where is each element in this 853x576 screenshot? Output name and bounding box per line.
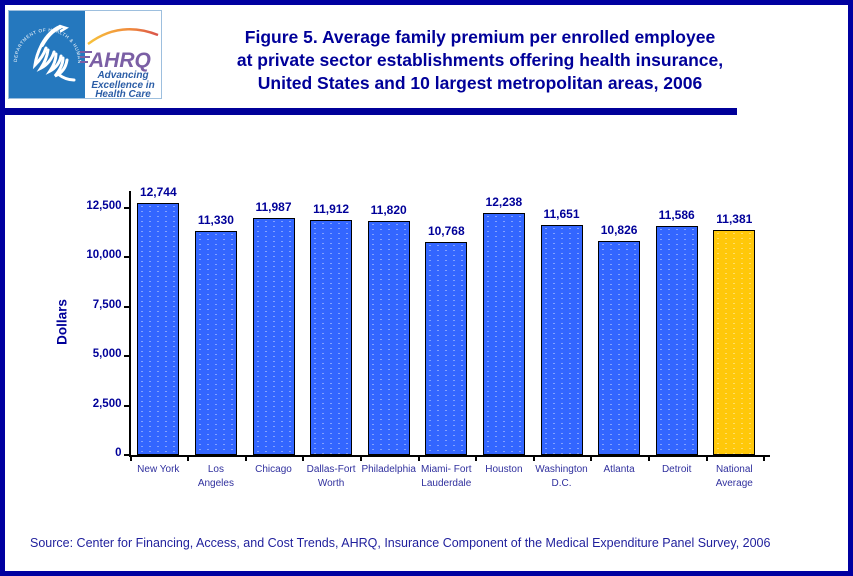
y-axis-tick-label: 0: [115, 447, 122, 459]
y-axis-tick-label: 2,500: [92, 397, 122, 410]
x-axis-tick: [475, 455, 478, 461]
x-axis-tick: [187, 455, 190, 461]
ahrq-acronym-text: AHRQ: [88, 49, 151, 72]
bar: [713, 230, 756, 455]
category-label: National Average: [701, 463, 767, 490]
bar-value-label: 12,744: [139, 185, 177, 199]
y-axis-tick: [123, 305, 130, 308]
category-label-line: Houston: [485, 464, 523, 475]
x-axis-tick: [359, 455, 362, 461]
category-label: Miami- Fort Lauderdale: [413, 463, 479, 490]
category-label-line: Lauderdale: [421, 477, 472, 489]
category-label-line: Angeles: [197, 477, 234, 489]
bar: [194, 231, 237, 455]
figure-title-line1: Figure 5. Average family premium per enr…: [244, 27, 716, 47]
ahrq-speedlines-icon: [80, 51, 92, 63]
category-label-line: Miami- Fort: [421, 464, 472, 475]
y-axis-line: [129, 191, 131, 456]
bar-value-label: 11,987: [255, 200, 292, 214]
hhs-eagle-icon: [32, 24, 76, 82]
bar-value-label: 12,238: [485, 195, 523, 209]
bar-value-label: 11,820: [370, 203, 407, 217]
category-label: Dallas-Fort Worth: [298, 463, 364, 490]
category-label-line: National: [715, 464, 753, 475]
category-label: Houston: [471, 463, 537, 477]
category-label-line: Washington: [535, 464, 588, 475]
category-label-line: Worth: [317, 477, 345, 489]
category-label-line: Philadelphia: [361, 464, 416, 475]
y-axis-tick-label: 7,500: [92, 298, 122, 311]
bar: [655, 226, 698, 455]
x-axis-tick: [763, 455, 766, 461]
ahrq-mark: AHRQ Advancing Excellence in Health Care: [80, 28, 159, 99]
bar-value-label: 11,330: [197, 213, 234, 227]
y-axis-tick-label: 12,500: [86, 200, 122, 212]
bar-value-label: 11,586: [658, 208, 695, 222]
x-axis-tick: [647, 455, 650, 461]
bar-value-label: 11,912: [313, 202, 350, 216]
x-axis-tick: [590, 455, 593, 461]
x-axis-tick: [244, 455, 247, 461]
category-label-line: Detroit: [661, 464, 692, 475]
x-axis-tick: [417, 455, 420, 461]
category-label-line: Chicago: [255, 464, 292, 475]
y-axis-tick: [123, 256, 130, 259]
bar-value-label: 10,768: [427, 224, 465, 238]
ahrq-arc-icon: [87, 28, 159, 45]
y-axis-tick: [123, 355, 130, 358]
bar: [482, 213, 525, 455]
category-label: Washington D.C.: [529, 463, 595, 490]
ahrq-hhs-logo: DEPARTMENT OF HEALTH & HUMAN SERVICES • …: [8, 10, 162, 99]
category-label-line: Average: [715, 477, 753, 489]
x-axis-tick: [705, 455, 708, 461]
x-axis-tick: [532, 455, 535, 461]
bar-chart: Dollars 0 2,500 5,000 7,500 10,000 12,500 12,7…: [5, 5, 848, 571]
category-label-line: New York: [137, 464, 180, 475]
category-label-line: Atlanta: [603, 464, 635, 475]
category-label-line: Dallas-Fort: [306, 464, 356, 475]
bar: [137, 203, 180, 455]
category-label: Atlanta: [586, 463, 652, 477]
source-note: Source: Center for Financing, Access, an…: [30, 536, 771, 550]
y-axis-tick: [123, 207, 130, 209]
hhs-seal: DEPARTMENT OF HEALTH & HUMAN SERVICES • …: [8, 10, 85, 98]
figure-title-line3: United States and 10 largest metropolita…: [257, 73, 703, 93]
bar-value-label: 11,651: [543, 207, 580, 221]
figure-title: Figure 5. Average family premium per enr…: [165, 26, 795, 95]
ahrq-tagline: Advancing Excellence in Health Care: [91, 70, 154, 99]
category-label: Chicago: [241, 463, 307, 477]
x-axis-line: [129, 455, 770, 457]
bar-value-label: 10,826: [600, 223, 638, 237]
x-axis-tick: [129, 455, 132, 461]
bar: [598, 241, 641, 455]
figure-title-line2: at private sector establishments offerin…: [236, 50, 724, 70]
category-label-line: D.C.: [551, 477, 572, 489]
category-label-line: Los: [207, 464, 224, 475]
header-divider: [5, 108, 737, 115]
y-axis-tick-label: 10,000: [86, 249, 122, 262]
bar-value-label: 11,381: [716, 212, 753, 226]
bar: [252, 218, 295, 455]
category-label: Los Angeles: [183, 463, 249, 490]
y-axis-tick: [123, 404, 130, 407]
bar: [367, 221, 410, 455]
bar: [310, 220, 353, 455]
category-label: Detroit: [644, 463, 710, 477]
category-label: New York: [125, 463, 191, 477]
y-axis-tick-label: 5,000: [92, 348, 122, 361]
bar: [540, 225, 583, 455]
y-axis-tick: [123, 454, 130, 456]
ahrq-tagline-line2: Excellence in: [91, 80, 154, 91]
x-axis-tick: [302, 455, 305, 461]
category-label: Philadelphia: [356, 463, 422, 477]
ahrq-tagline-line1: Advancing: [96, 70, 148, 81]
bar: [425, 242, 468, 455]
ahrq-tagline-line3: Health Care: [95, 89, 151, 99]
